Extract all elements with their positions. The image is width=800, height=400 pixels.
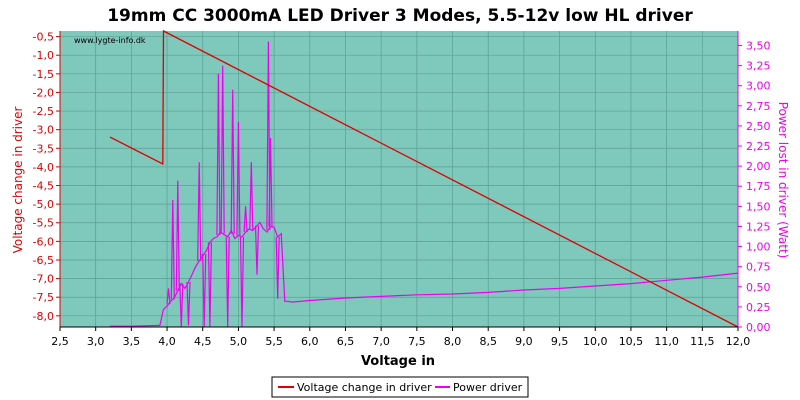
y-left-tick-label: -7,5: [33, 291, 54, 304]
y-left-tick-label: -1,0: [33, 49, 54, 62]
series-power-spike: [230, 89, 235, 234]
series-power-spike: [236, 121, 241, 236]
y-left-tick-label: -5,5: [33, 217, 54, 230]
series-power-spike: [220, 65, 225, 234]
y-right-tick-label: 2,00: [746, 160, 771, 173]
x-tick-label: 2,5: [51, 335, 69, 348]
x-tick-label: 10,0: [583, 335, 608, 348]
x-tick-label: 7,0: [372, 335, 390, 348]
series-power-spike: [275, 236, 280, 299]
y-left-tick-label: -3,0: [33, 124, 54, 137]
y-left-tick-label: -2,0: [33, 86, 54, 99]
series-voltage-line: [109, 29, 739, 328]
x-tick-label: 12,0: [726, 335, 751, 348]
y-left-tick-label: -1,5: [33, 68, 54, 81]
y-right-tick-label: 3,25: [746, 60, 771, 73]
y-right-tick-label: 0,75: [746, 261, 771, 274]
y-right-tick-label: 2,50: [746, 120, 771, 133]
x-tick-label: 9,0: [515, 335, 533, 348]
y-left-tick-label: -8,0: [33, 310, 54, 323]
y-right-tick-label: 2,25: [746, 140, 771, 153]
series-power-line: [110, 221, 739, 327]
y-right-tick-label: 1,25: [746, 220, 771, 233]
x-tick-label: 3,0: [87, 335, 105, 348]
y-right-tick-label: 1,75: [746, 180, 771, 193]
x-tick-label: 7,5: [408, 335, 426, 348]
series-power-spike: [216, 73, 221, 236]
x-tick-label: 11,5: [690, 335, 715, 348]
x-axis-label: Voltage in: [361, 354, 435, 369]
series-power-spike: [186, 281, 191, 326]
x-tick-label: 6,0: [301, 335, 319, 348]
y-right-tick-label: 3,50: [746, 39, 771, 52]
x-tick-label: 4,0: [158, 335, 176, 348]
legend-power-label: Power driver: [453, 381, 523, 394]
legend: Voltage change in driver Power driver: [271, 376, 529, 398]
legend-box: [271, 376, 529, 398]
y-right-tick-label: 0,00: [746, 321, 771, 334]
y-right-tick-labels: 0,00 0,25 0,50 0,75 1,00 1,25 1,50 1,75 2,00 2,25…: [738, 39, 771, 334]
y-left-tick-label: -4,0: [33, 161, 54, 174]
x-tick-label: 5,5: [265, 335, 283, 348]
y-left-tick-label: -7,0: [33, 273, 54, 286]
y-left-tick-label: -6,5: [33, 254, 54, 267]
chart-title: 19mm CC 3000mA LED Driver 3 Modes, 5.5-1…: [107, 6, 693, 26]
series-power-spike: [175, 180, 180, 291]
series-power-spike: [254, 225, 260, 275]
x-tick-label: 10,5: [619, 335, 644, 348]
series-power-spike: [268, 137, 273, 227]
plot-area: [60, 31, 738, 327]
axes: [59, 31, 739, 328]
y-right-tick-label: 0,25: [746, 301, 771, 314]
series-power-spike: [266, 41, 271, 230]
y-left-tick-label: -0,5: [33, 31, 54, 44]
y-right-axis-label: Power lost in driver (Watt): [776, 102, 790, 259]
y-right-tick-label: 1,50: [746, 200, 771, 213]
y-right-tick-label: 2,75: [746, 100, 771, 113]
plot-background: [60, 31, 738, 327]
x-tick-label: 5,0: [230, 335, 248, 348]
x-tick-label: 4,5: [194, 335, 212, 348]
x-tick-label: 6,5: [337, 335, 355, 348]
y-right-tick-label: 0,50: [746, 281, 771, 294]
x-tick-labels: 2,5 3,0 3,5 4,0 4,5 5,0 5,5 6,0 6,5 7,0 7,5 8,0 8,5 9…: [51, 327, 750, 348]
series-power-spike: [170, 199, 175, 300]
y-left-tick-label: -3,5: [33, 142, 54, 155]
series-power-spike: [243, 206, 248, 233]
x-tick-label: 3,5: [123, 335, 141, 348]
x-tick-label: 8,0: [444, 335, 462, 348]
y-left-tick-label: -6,0: [33, 235, 54, 248]
series-power-spike: [197, 162, 202, 262]
x-tick-label: 11,0: [654, 335, 679, 348]
series-power-spike: [166, 288, 171, 305]
y-left-tick-labels: -0,5 -1,0 -1,5 -2,0 -2,5 -3,0 -3,5 -4,0 -4,5 -5,0…: [33, 31, 60, 323]
legend-voltage-label: Voltage change in driver: [297, 381, 432, 394]
y-right-tick-label: 1,00: [746, 241, 771, 254]
y-left-axis-label: Voltage change in driver: [11, 107, 25, 254]
y-left-tick-label: -4,5: [33, 180, 54, 193]
y-left-tick-label: -5,0: [33, 198, 54, 211]
x-tick-label: 8,5: [479, 335, 497, 348]
series-power-spike: [249, 162, 254, 230]
y-right-tick-label: 3,00: [746, 80, 771, 93]
y-left-tick-label: -2,5: [33, 105, 54, 118]
watermark: www.lygte-info.dk: [74, 36, 146, 45]
x-tick-label: 9,5: [551, 335, 569, 348]
